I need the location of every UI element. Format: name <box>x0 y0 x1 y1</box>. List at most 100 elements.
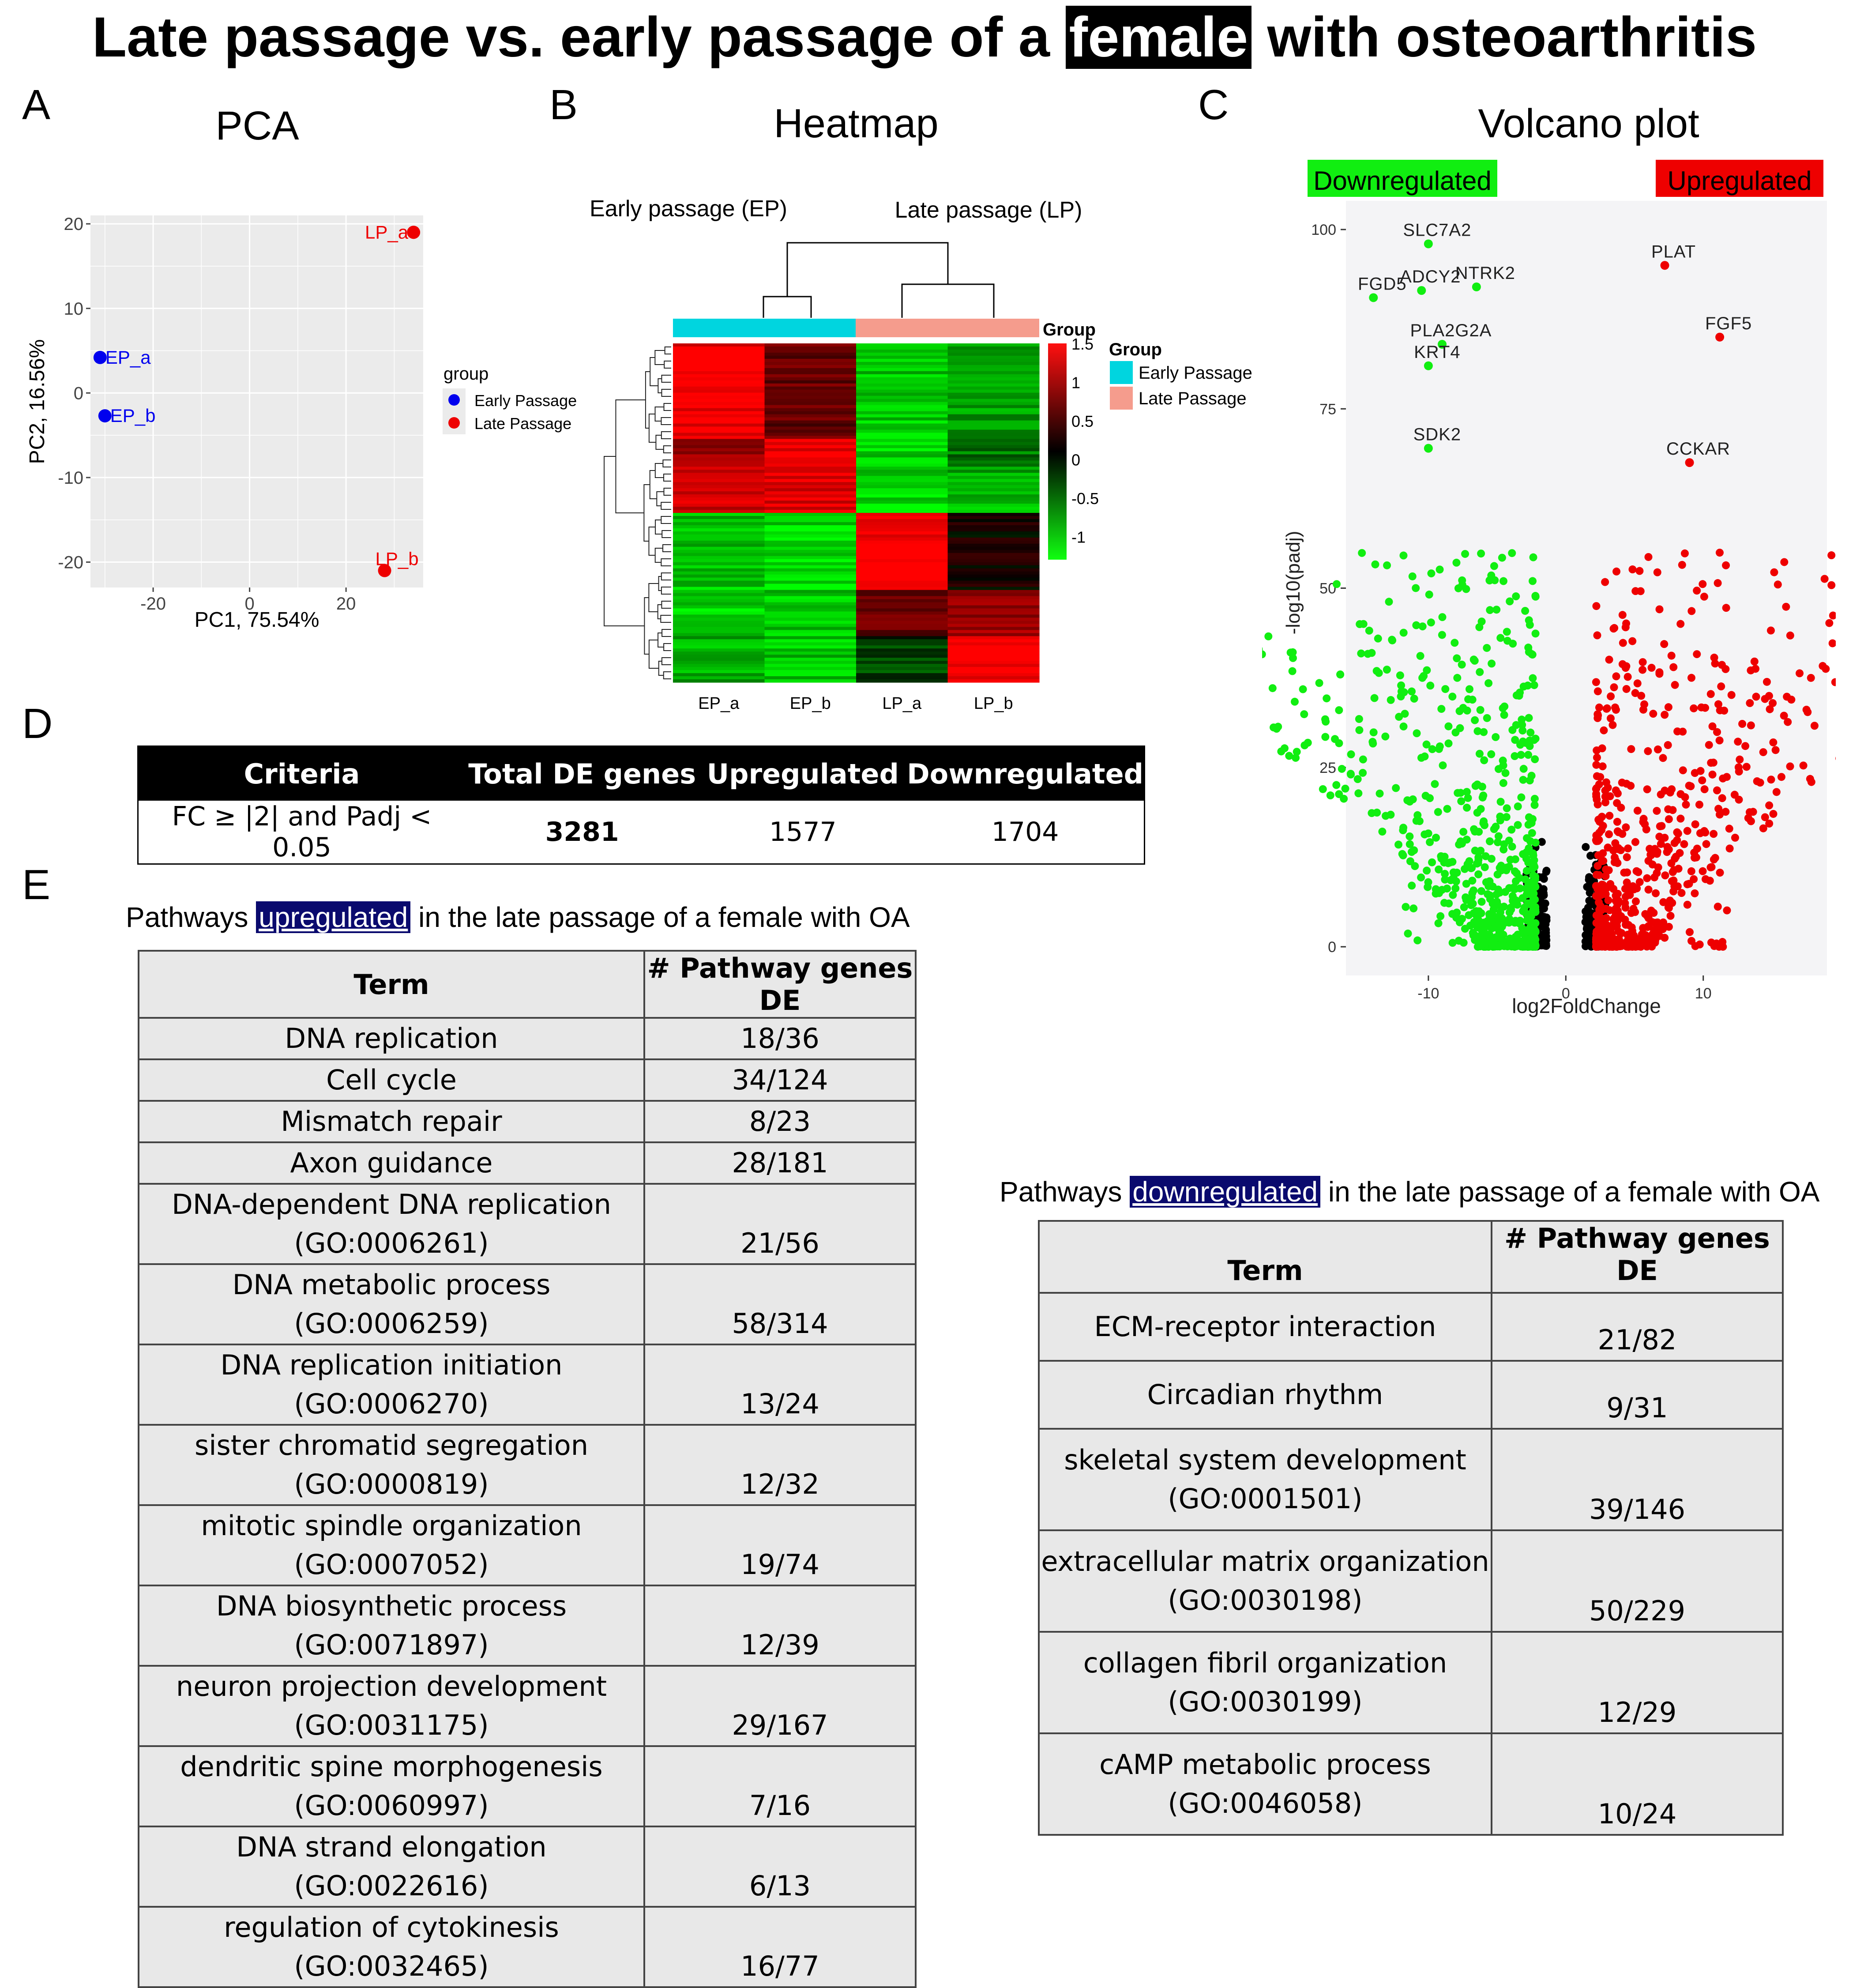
pathway-term-line2: (GO:0031175) <box>294 1709 489 1741</box>
pathway-de-count: 10/24 <box>1491 1732 1784 1836</box>
volcano-point-down <box>1427 569 1436 578</box>
volcano-point-down <box>1424 883 1432 891</box>
pathway-row: Cell cycle 34/124 <box>138 1058 917 1102</box>
heatmap-cell <box>856 543 948 547</box>
volcano-point-down <box>1381 732 1390 741</box>
heatmap-cell <box>673 408 765 412</box>
volcano-point-down <box>1514 821 1522 829</box>
volcano-point-up <box>1717 661 1726 669</box>
volcano-point-up <box>1715 549 1724 557</box>
volcano-point-down <box>1441 685 1450 693</box>
heatmap-cell <box>764 630 857 633</box>
pca-x-tick-label: 20 <box>336 594 356 614</box>
volcano-point-up <box>1610 624 1619 632</box>
pathway-term-line1: ECM-receptor interaction <box>1094 1310 1436 1343</box>
heatmap-cell <box>856 491 948 495</box>
heatmap-cell <box>764 507 857 510</box>
volcano-point-down <box>1365 626 1373 635</box>
volcano-point-down <box>1383 561 1391 569</box>
volcano-point-down <box>1530 794 1539 803</box>
upregulated-pathways-table: Term # Pathway genes DE DNA replication 1… <box>138 950 917 1988</box>
pathway-term: DNA metabolic process (GO:0006259) <box>138 1263 645 1345</box>
volcano-point-up <box>1699 867 1707 875</box>
volcano-point-down <box>1453 674 1462 682</box>
volcano-point-down <box>1262 650 1266 659</box>
volcano-point-up <box>1714 700 1722 708</box>
pathway-term-line2: (GO:0006270) <box>294 1388 489 1420</box>
pathway-de-count: 50/229 <box>1491 1529 1784 1633</box>
heatmap-cell <box>856 377 948 381</box>
volcano-point-down <box>1432 889 1440 898</box>
pathway-de-count: 58/314 <box>643 1263 917 1345</box>
volcano-point-down <box>1487 855 1496 863</box>
volcano-point-down <box>1359 755 1367 764</box>
volcano-point-up <box>1696 767 1705 775</box>
heatmap-dendrogram-branch <box>661 516 671 524</box>
volcano-point-up <box>1622 619 1631 628</box>
pca-x-ticks: -20 0 20 <box>140 587 356 614</box>
volcano-point-up <box>1677 889 1686 897</box>
pathway-row: DNA replication 18/36 <box>138 1017 917 1060</box>
volcano-point-up <box>1725 825 1733 833</box>
volcano-point-down <box>1292 753 1300 762</box>
volcano-point-down <box>1398 850 1406 858</box>
heatmap-cell <box>673 534 765 538</box>
volcano-point-down <box>1444 722 1453 730</box>
volcano-point-up <box>1702 840 1710 848</box>
volcano-point-up <box>1796 669 1804 678</box>
up-caption-before: Pathways <box>126 901 248 933</box>
volcano-point-up <box>1636 587 1645 595</box>
volcano-point-down <box>1341 784 1349 793</box>
heatmap-cell <box>856 593 948 597</box>
title-highlight: female <box>1065 6 1252 69</box>
volcano-point-down <box>1476 668 1484 676</box>
heatmap-cell <box>764 639 857 643</box>
heatmap-cell <box>673 651 765 655</box>
volcano-point-up <box>1751 665 1760 673</box>
heatmap-cell <box>764 534 857 538</box>
volcano-point-down <box>1409 904 1418 913</box>
volcano-point-down <box>1402 903 1410 911</box>
volcano-gene-label-adcy2: ADCY2 <box>1400 267 1461 286</box>
volcano-point-up <box>1722 561 1730 569</box>
volcano-point-down <box>1499 903 1508 911</box>
heatmap-cell <box>947 648 1040 652</box>
heatmap-cell <box>764 642 857 646</box>
volcano-point-down <box>1531 592 1540 600</box>
volcano-point-up <box>1605 812 1614 820</box>
volcano-point-up <box>1624 844 1632 853</box>
volcano-point-up <box>1622 823 1630 832</box>
heatmap-group-label-ep: Early passage (EP) <box>590 196 787 222</box>
volcano-point-down <box>1471 847 1479 855</box>
pathway-de-count: 18/36 <box>643 1017 917 1060</box>
volcano-point-down <box>1499 779 1507 787</box>
volcano-point-up <box>1767 776 1775 784</box>
heatmap-cell <box>673 355 765 359</box>
heatmap-cell <box>764 614 857 618</box>
heatmap-cell <box>856 516 948 520</box>
heatmap-legend-key-early <box>1110 361 1133 384</box>
heatmap-cell <box>673 473 765 476</box>
volcano-point-down <box>1531 896 1539 904</box>
heatmap-cell <box>764 420 857 424</box>
pathway-de-count: 21/82 <box>1491 1292 1784 1362</box>
volcano-point-up <box>1593 753 1601 762</box>
volcano-gene-label-plat: PLAT <box>1651 242 1696 261</box>
volcano-point-up <box>1691 820 1699 828</box>
volcano-point-up <box>1673 836 1681 844</box>
heatmap-cell <box>673 361 765 365</box>
volcano-point-ns <box>1542 932 1550 941</box>
heatmap-dendrogram-branch <box>662 544 671 552</box>
pathway-term-line1: DNA biosynthetic process <box>216 1590 567 1622</box>
pathway-term: mitotic spindle organization (GO:0007052) <box>138 1504 645 1586</box>
volcano-point-up <box>1715 736 1724 745</box>
volcano-point-up <box>1719 942 1727 951</box>
heatmap-cell <box>673 417 765 421</box>
heatmap-cell <box>856 392 948 396</box>
volcano-point-down <box>1338 764 1346 773</box>
heatmap-cell <box>673 516 765 520</box>
pathway-term-line1: skeletal system development <box>1064 1444 1466 1476</box>
volcano-point-up <box>1831 678 1836 686</box>
volcano-point-down <box>1426 681 1435 690</box>
heatmap-cell <box>947 448 1040 452</box>
